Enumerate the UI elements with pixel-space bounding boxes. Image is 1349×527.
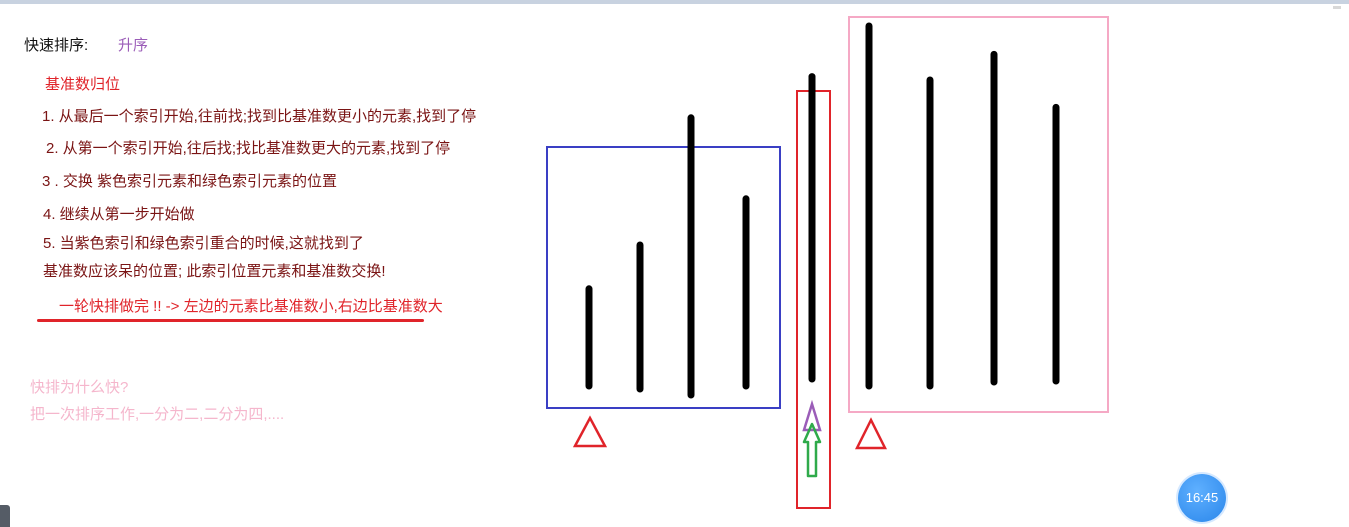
triangle-icon [572, 415, 608, 448]
scroll-handle[interactable] [0, 505, 10, 527]
step-5-continued: 基准数应该呆的位置; 此索引位置元素和基准数交换! [43, 263, 386, 280]
corner-mark [1333, 6, 1341, 9]
left-partition-box [546, 146, 781, 409]
section-heading: 基准数归位 [45, 76, 121, 93]
question-text: 快排为什么快? [30, 379, 129, 396]
step-4: 4. 继续从第一步开始做 [43, 206, 195, 223]
summary-text: 一轮快排做完 !! -> 左边的元素比基准数小,右边比基准数大 [59, 298, 443, 315]
step-1: 1. 从最后一个索引开始,往前找;找到比基准数更小的元素,找到了停 [42, 108, 477, 125]
right-partition-box [848, 16, 1109, 413]
triangle-icon [854, 417, 888, 450]
title-label: 快速排序: [24, 37, 89, 54]
summary-underline [37, 319, 424, 322]
bars-group [585, 22, 1060, 399]
clock-badge[interactable]: 16:45 [1178, 474, 1226, 522]
window-top-bar [0, 0, 1349, 4]
order-label: 升序 [118, 37, 149, 54]
step-3: 3 . 交换 紫色索引元素和绿色索引元素的位置 [42, 173, 338, 190]
green-index-arrow-icon [802, 422, 822, 478]
step-2: 2. 从第一个索引开始,往后找;找比基准数更大的元素,找到了停 [46, 140, 451, 157]
answer-text: 把一次排序工作,一分为二,二分为四,.... [30, 406, 285, 423]
step-5: 5. 当紫色索引和绿色索引重合的时候,这就找到了 [43, 235, 364, 252]
purple-index-triangle-icon [802, 399, 822, 432]
